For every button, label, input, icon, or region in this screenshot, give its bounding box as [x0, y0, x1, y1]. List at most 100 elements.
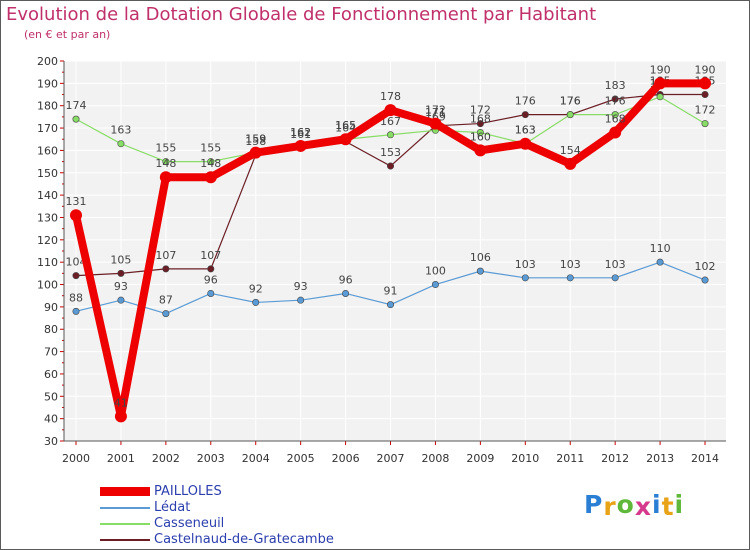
data-label-pailloles: 160	[470, 130, 491, 143]
x-tick-label: 2003	[197, 452, 225, 465]
data-label-casseneuil: 172	[695, 104, 716, 117]
data-point-pailloles	[204, 171, 217, 184]
data-label-casseneuil: 163	[110, 124, 131, 137]
data-point-pailloles	[474, 144, 487, 157]
data-label-pailloles: 148	[155, 157, 176, 170]
data-label-l-dat: 100	[425, 265, 446, 278]
data-label-l-dat: 93	[114, 280, 128, 293]
chart-title: Evolution de la Dotation Globale de Fonc…	[6, 4, 597, 25]
y-tick-label: 160	[37, 144, 58, 157]
y-tick-label: 110	[37, 256, 58, 269]
chart-subtitle: (en € et par an)	[24, 28, 111, 41]
data-label-casseneuil: 159	[245, 133, 266, 146]
data-point-l-dat	[252, 298, 260, 306]
data-label-l-dat: 102	[695, 260, 716, 273]
data-label-castelnaud-de-gratecambe: 153	[380, 146, 401, 159]
data-label-l-dat: 103	[605, 258, 626, 271]
plot-area	[64, 61, 726, 441]
x-tick-label: 2010	[511, 452, 539, 465]
data-label-pailloles: 168	[605, 113, 626, 126]
data-point-casseneuil	[72, 115, 80, 123]
logo-letter: i	[652, 490, 662, 519]
data-point-casseneuil	[566, 111, 574, 119]
proxiti-logo: Proxiti	[584, 490, 684, 521]
data-label-castelnaud-de-gratecambe: 104	[66, 256, 87, 269]
data-point-pailloles	[294, 139, 307, 152]
data-label-castelnaud-de-gratecambe: 107	[200, 249, 221, 262]
x-tick-label: 2013	[646, 452, 674, 465]
legend-label-ledat: Lédat	[154, 500, 191, 515]
data-label-castelnaud-de-gratecambe: 183	[605, 79, 626, 92]
x-tick-label: 2001	[107, 452, 135, 465]
y-tick-label: 90	[44, 301, 58, 314]
data-label-castelnaud-de-gratecambe: 107	[155, 249, 176, 262]
data-label-castelnaud-de-gratecambe: 171	[425, 106, 446, 119]
data-point-l-dat	[566, 274, 574, 282]
data-point-l-dat	[117, 296, 125, 304]
legend-swatch-casseneuil	[100, 523, 150, 525]
data-point-pailloles	[339, 133, 352, 146]
data-point-pailloles	[159, 171, 172, 184]
data-point-pailloles	[564, 157, 577, 170]
data-point-l-dat	[611, 274, 619, 282]
data-label-l-dat: 103	[560, 258, 581, 271]
data-label-casseneuil: 163	[515, 124, 536, 137]
data-label-l-dat: 91	[384, 285, 398, 298]
legend-label-pailloles: PAILLOLES	[154, 484, 222, 499]
data-label-l-dat: 87	[159, 294, 173, 307]
data-point-castelnaud-de-gratecambe	[476, 120, 484, 128]
data-label-pailloles: 165	[335, 119, 356, 132]
y-tick-label: 60	[44, 368, 58, 381]
y-tick-label: 130	[37, 211, 58, 224]
data-point-l-dat	[701, 276, 709, 284]
data-point-castelnaud-de-gratecambe	[611, 95, 619, 103]
x-tick-label: 2008	[421, 452, 449, 465]
y-tick-label: 50	[44, 390, 58, 403]
legend-swatch-castelnaud	[100, 539, 150, 541]
x-tick-label: 2007	[377, 452, 405, 465]
data-label-l-dat: 96	[339, 273, 353, 286]
data-label-l-dat: 93	[294, 280, 308, 293]
y-tick-label: 180	[37, 100, 58, 113]
data-point-castelnaud-de-gratecambe	[117, 269, 125, 277]
x-tick-label: 2006	[332, 452, 360, 465]
logo-letter: r	[603, 492, 617, 521]
data-point-castelnaud-de-gratecambe	[207, 265, 215, 273]
logo-letter: t	[661, 492, 675, 521]
data-point-l-dat	[656, 258, 664, 266]
y-tick-label: 40	[44, 413, 58, 426]
data-point-casseneuil	[162, 158, 170, 166]
logo-letter: o	[616, 490, 635, 519]
data-point-pailloles	[249, 146, 262, 159]
data-label-castelnaud-de-gratecambe: 176	[515, 95, 536, 108]
x-tick-label: 2009	[466, 452, 494, 465]
legend-swatch-ledat	[100, 507, 150, 509]
x-tick-label: 2002	[152, 452, 180, 465]
x-tick-label: 2005	[287, 452, 315, 465]
y-tick-label: 150	[37, 167, 58, 180]
y-tick-label: 120	[37, 234, 58, 247]
y-tick-label: 170	[37, 122, 58, 135]
data-point-pailloles	[429, 117, 442, 130]
data-point-l-dat	[297, 296, 305, 304]
legend-label-castelnaud: Castelnaud-de-Gratecambe	[154, 532, 334, 547]
data-label-l-dat: 103	[515, 258, 536, 271]
data-point-l-dat	[207, 289, 215, 297]
data-label-castelnaud-de-gratecambe: 172	[470, 104, 491, 117]
data-label-pailloles: 190	[650, 63, 671, 76]
data-point-l-dat	[476, 267, 484, 275]
data-point-pailloles	[519, 137, 532, 150]
data-label-casseneuil: 155	[155, 142, 176, 155]
data-label-casseneuil: 176	[605, 95, 626, 108]
legend-swatch-pailloles	[100, 487, 150, 496]
legend-label-casseneuil: Casseneuil	[154, 516, 225, 531]
y-tick-label: 70	[44, 346, 58, 359]
data-label-pailloles: 172	[425, 104, 446, 117]
data-label-pailloles: 162	[290, 126, 311, 139]
data-label-casseneuil: 165	[335, 119, 356, 132]
data-point-pailloles	[384, 104, 397, 117]
x-tick-label: 2011	[556, 452, 584, 465]
data-point-castelnaud-de-gratecambe	[72, 272, 80, 280]
data-point-pailloles	[609, 126, 622, 139]
